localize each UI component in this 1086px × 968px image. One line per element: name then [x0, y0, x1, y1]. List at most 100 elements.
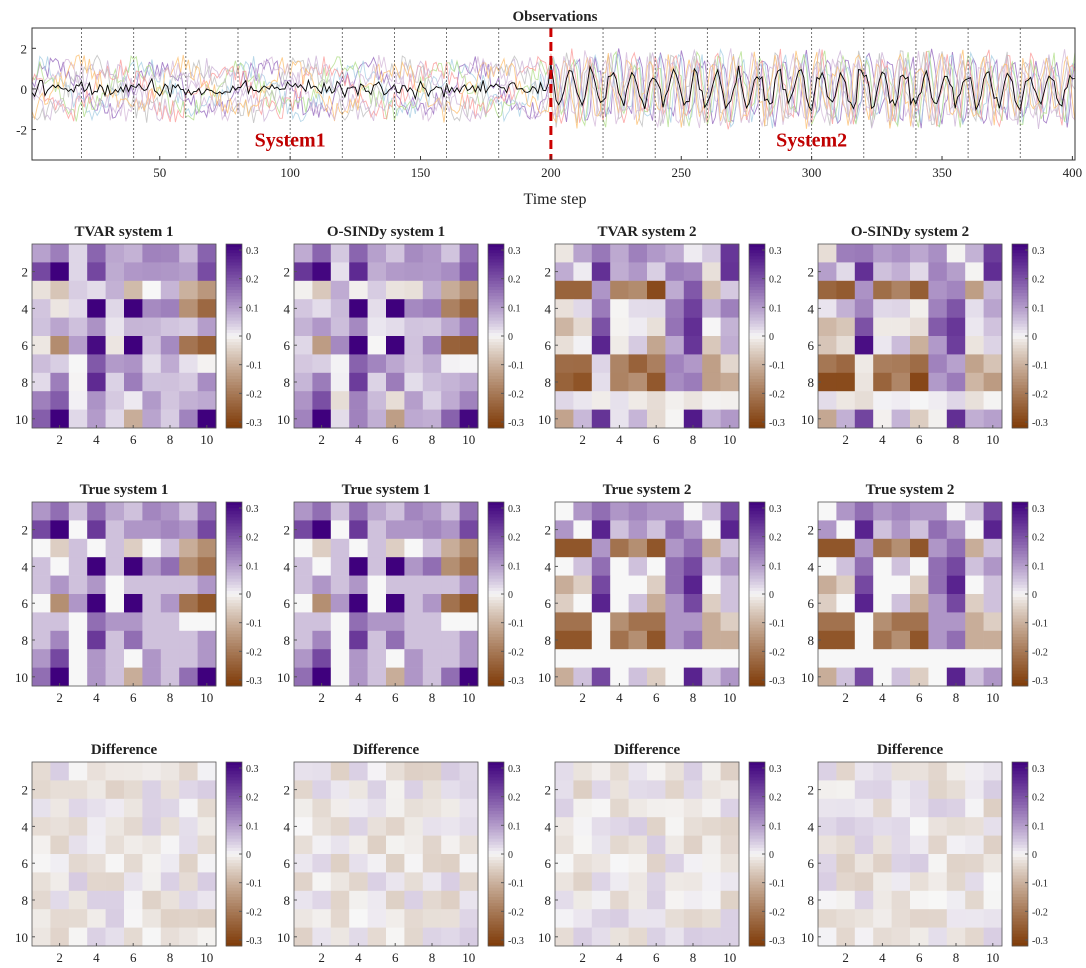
colorbar-segment: [488, 679, 504, 684]
heatmap-cell: [591, 890, 611, 910]
colorbar-segment: [749, 590, 765, 595]
colorbar-segment: [488, 774, 504, 778]
heatmap-cell: [647, 575, 666, 595]
colorbar-segment: [1012, 597, 1028, 601]
colorbar-segment: [749, 406, 765, 410]
colorbar-segment: [1012, 421, 1028, 426]
colorbar-segment: [488, 600, 504, 604]
heatmap-cell: [349, 317, 368, 337]
heatmap-cell: [87, 927, 106, 947]
heatmap-y-tick-label: 8: [284, 893, 291, 908]
colorbar-segment: [226, 832, 242, 836]
colorbar-segment: [226, 424, 242, 429]
colorbar-segment: [749, 612, 765, 616]
colorbar-segment: [749, 323, 765, 328]
heatmap-cell: [50, 594, 70, 613]
heatmap-cell: [665, 557, 685, 576]
colorbar-segment: [226, 544, 242, 549]
heatmap-cell: [68, 649, 88, 668]
heatmap-cell: [965, 817, 984, 836]
colorbar-segment: [1012, 415, 1028, 420]
heatmap-cell: [555, 612, 574, 632]
heatmap-cell: [312, 872, 332, 892]
colorbar-segment: [749, 265, 765, 269]
heatmap-cell: [404, 612, 424, 632]
colorbar-segment: [226, 933, 242, 938]
heatmap-cell: [555, 854, 574, 873]
colorbar-segment: [749, 792, 765, 797]
colorbar-segment: [1012, 372, 1028, 377]
heatmap-cell: [312, 280, 332, 300]
colorbar-segment: [226, 927, 242, 932]
colorbar-segment: [488, 673, 504, 678]
heatmap-cell: [386, 391, 405, 410]
heatmap-x-tick-label: 4: [93, 950, 100, 965]
heatmap-cell: [836, 317, 856, 337]
heatmap-cell: [983, 890, 1003, 910]
heatmap-cell: [459, 594, 479, 613]
heatmap-cell: [68, 594, 88, 613]
heatmap-cell: [683, 299, 703, 318]
colorbar-segment: [226, 587, 242, 592]
colorbar-segment: [488, 505, 504, 509]
colorbar-segment: [226, 311, 242, 315]
heatmap-cell: [555, 391, 574, 410]
heatmap-cell: [312, 557, 332, 576]
heatmap-cell: [68, 336, 88, 355]
colorbar-tick-label: 0.2: [246, 275, 259, 286]
heatmap-cell: [720, 780, 740, 800]
heatmap-cell: [312, 854, 332, 873]
colorbar-segment: [1012, 514, 1028, 518]
colorbar-segment: [749, 896, 765, 901]
heatmap-cell: [818, 317, 837, 337]
heatmap-cell: [179, 502, 198, 521]
heatmap-cell: [422, 762, 442, 781]
heatmap-cell: [312, 372, 332, 392]
heatmap-cell: [367, 244, 387, 263]
heatmap-cell: [124, 557, 143, 576]
heatmap-cell: [32, 854, 51, 873]
heatmap-cell: [965, 262, 984, 282]
heatmap-cell: [124, 872, 143, 892]
colorbar-segment: [488, 646, 504, 650]
heatmap-cell: [142, 317, 162, 337]
heatmap-x-tick-label: 2: [842, 950, 849, 965]
colorbar-segment: [749, 544, 765, 549]
heatmap-cell: [665, 538, 685, 558]
heatmap-cell: [179, 372, 198, 392]
colorbar-segment: [226, 618, 242, 622]
heatmap-cell: [702, 927, 721, 947]
heatmap-cell: [87, 835, 106, 855]
observation-series-8: [32, 48, 1075, 129]
colorbar-segment: [1012, 535, 1028, 540]
heatmap-y-tick-label: 6: [284, 856, 291, 871]
heatmap-cell: [873, 354, 892, 374]
heatmap-y-tick-label: 2: [545, 783, 552, 798]
heatmap-cell: [422, 244, 442, 263]
colorbar-segment: [226, 893, 242, 898]
colorbar-segment: [226, 296, 242, 300]
colorbar-segment: [749, 673, 765, 678]
heatmap-cell: [422, 798, 442, 818]
heatmap-y-tick-label: 8: [808, 893, 815, 908]
heatmap-cell: [946, 372, 966, 392]
heatmap-cell: [294, 372, 313, 392]
colorbar-segment: [1012, 511, 1028, 515]
heatmap-cell: [946, 835, 966, 855]
heatmap-cell: [665, 835, 685, 855]
colorbar-tick-label: -0.1: [246, 361, 262, 372]
colorbar-segment: [226, 841, 242, 846]
heatmap-panel: O-SINDy system 12244668810100.30.20.10-0…: [277, 224, 524, 447]
heatmap-cell: [367, 391, 387, 410]
heatmap-cell: [68, 817, 88, 836]
colorbar-segment: [749, 366, 765, 371]
heatmap-cell: [160, 280, 180, 300]
heatmap-cell: [983, 317, 1003, 337]
heatmap-cell: [160, 798, 180, 818]
colorbar-tick-label: -0.2: [508, 907, 524, 918]
heatmap-cell: [312, 244, 332, 263]
heatmap-cell: [965, 649, 984, 668]
heatmap-cell: [441, 299, 460, 318]
heatmap-cell: [702, 594, 721, 613]
colorbar-segment: [226, 505, 242, 509]
